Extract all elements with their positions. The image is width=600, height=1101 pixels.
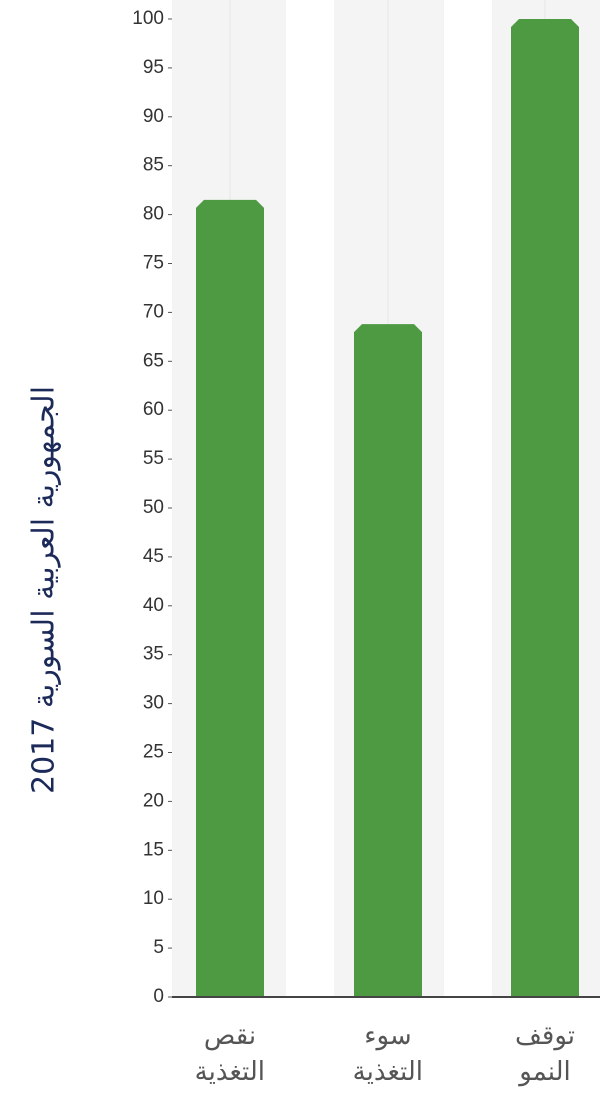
y-tick-label: 70 (143, 301, 164, 322)
y-axis-label: الجمهورية العربية السورية 2017 (27, 386, 62, 794)
band (444, 0, 492, 997)
y-tick-label: 15 (143, 839, 164, 860)
y-tick-label: 5 (153, 937, 164, 958)
y-tick-label: 40 (143, 595, 164, 616)
bar (511, 19, 579, 997)
x-tick-label: سوء التغذية (352, 1021, 423, 1087)
y-tick-label: 85 (143, 155, 164, 176)
y-tick-label: 0 (153, 986, 164, 1007)
y-tick-label: 50 (143, 497, 164, 518)
bar (196, 199, 264, 997)
y-tick-label: 45 (143, 546, 164, 567)
y-tick-label: 25 (143, 742, 164, 763)
y-tick-label: 20 (143, 790, 164, 811)
y-tick-label: 10 (143, 888, 164, 909)
y-tick-label: 60 (143, 399, 164, 420)
bar (354, 324, 422, 997)
y-tick-label: 95 (143, 57, 164, 78)
y-tick-label: 75 (143, 253, 164, 274)
y-tick-label: 90 (143, 106, 164, 127)
band (286, 0, 334, 997)
y-tick-label: 35 (143, 644, 164, 665)
y-tick-label: 55 (143, 448, 164, 469)
y-tick-label: 30 (143, 693, 164, 714)
x-tick-label: نقص التغذية (194, 1021, 265, 1087)
y-tick-label: 65 (143, 350, 164, 371)
y-tick-label: 80 (143, 204, 164, 225)
y-tick-label: 100 (132, 8, 164, 29)
x-tick-label: توقف النمو (514, 1021, 575, 1087)
